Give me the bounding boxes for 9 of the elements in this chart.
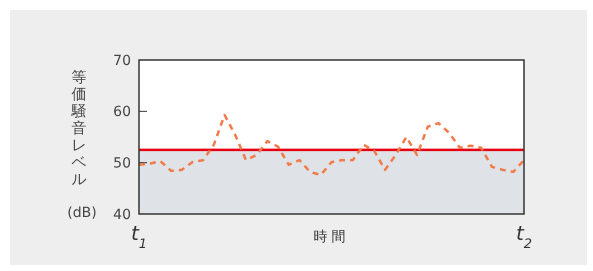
- y-tick-label: 60: [113, 104, 131, 120]
- x-tick-label: t$_{2}$: [516, 221, 532, 252]
- x-axis-title: 時間: [314, 229, 350, 245]
- x-tick-label: t$_{1}$: [130, 221, 148, 252]
- y-axis-title: 等価騒音レベル (dB): [67, 68, 97, 221]
- y-tick-label: 40: [113, 206, 131, 223]
- y-tick-label: 50: [113, 156, 131, 172]
- line-series: [138, 114, 526, 176]
- y-tick-label: 70: [113, 52, 131, 69]
